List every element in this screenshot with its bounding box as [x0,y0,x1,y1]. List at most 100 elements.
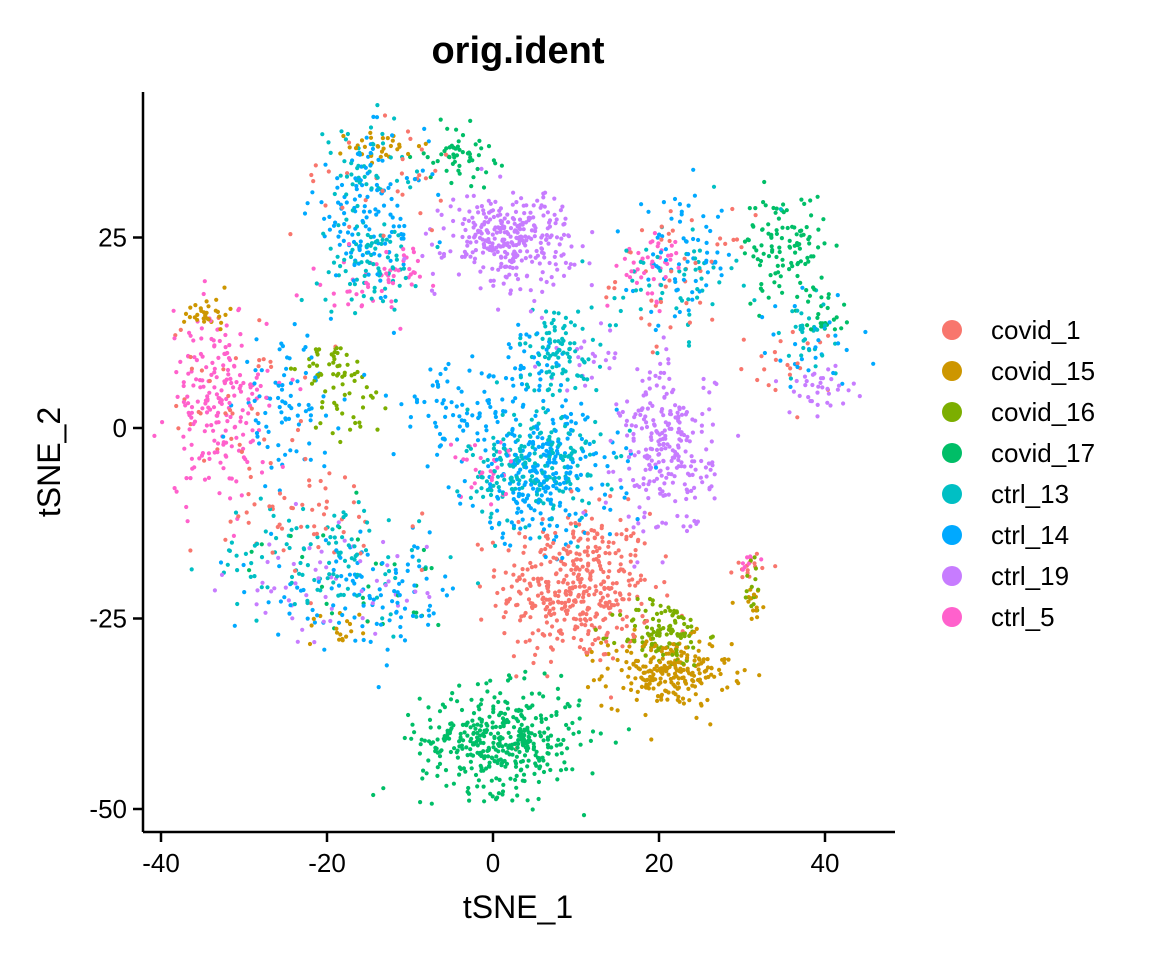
data-point-covid_15 [222,285,227,290]
data-point-covid_1 [594,557,599,562]
data-point-ctrl_14 [370,146,375,151]
data-point-covid_17 [769,244,774,249]
data-point-covid_1 [772,350,778,355]
data-point-ctrl_13 [501,446,506,451]
data-point-ctrl_19 [517,217,523,222]
data-point-covid_1 [640,614,645,619]
data-point-ctrl_19 [699,429,704,434]
data-point-covid_17 [742,251,748,256]
data-point-ctrl_14 [431,611,436,616]
data-point-covid_1 [602,586,607,592]
data-point-ctrl_13 [598,342,603,347]
data-point-covid_17 [525,798,530,803]
data-point-covid_16 [330,431,335,436]
data-point-ctrl_13 [544,370,549,375]
data-point-covid_17 [751,224,756,229]
data-point-covid_15 [347,621,353,627]
data-point-ctrl_14 [457,414,462,419]
data-point-covid_15 [646,686,652,691]
data-point-ctrl_14 [589,486,594,491]
data-point-ctrl_14 [402,223,407,229]
data-point-covid_17 [549,713,554,719]
data-point-covid_17 [482,799,487,804]
data-point-ctrl_14 [383,393,388,398]
data-point-ctrl_19 [677,420,682,425]
data-point-covid_17 [777,249,782,255]
data-point-covid_16 [358,424,363,429]
data-point-ctrl_5 [347,289,352,294]
data-point-covid_1 [573,599,578,605]
data-point-covid_1 [552,611,557,616]
data-point-ctrl_14 [365,194,370,199]
data-point-covid_1 [527,638,532,643]
data-point-ctrl_13 [566,431,571,436]
data-point-covid_1 [624,537,629,542]
data-point-covid_1 [502,631,507,636]
data-point-ctrl_5 [224,323,229,328]
data-point-covid_17 [486,754,491,759]
data-point-covid_15 [709,666,714,671]
data-point-ctrl_14 [840,381,845,386]
data-point-ctrl_14 [361,209,367,214]
data-point-ctrl_5 [605,303,610,308]
data-point-covid_17 [799,233,804,238]
data-point-ctrl_13 [693,256,698,261]
data-point-ctrl_19 [531,203,536,208]
data-point-covid_1 [663,554,668,559]
data-point-ctrl_13 [613,323,619,328]
data-point-covid_1 [561,580,566,585]
data-point-ctrl_13 [659,283,664,288]
data-point-ctrl_13 [655,351,660,356]
data-point-ctrl_14 [347,572,352,577]
data-point-ctrl_19 [383,583,388,588]
data-point-ctrl_5 [212,343,217,348]
data-point-ctrl_19 [467,235,472,240]
data-point-ctrl_14 [538,511,543,516]
data-point-ctrl_14 [400,579,405,584]
data-point-ctrl_19 [637,505,642,510]
data-point-covid_1 [607,551,612,556]
data-point-ctrl_14 [541,442,546,447]
y-tick-label: -25 [89,604,127,634]
data-point-ctrl_19 [687,439,692,444]
data-point-ctrl_14 [470,413,475,418]
data-point-covid_15 [648,660,653,665]
data-point-covid_17 [408,154,413,160]
data-point-ctrl_5 [624,272,629,278]
data-point-ctrl_14 [799,357,805,362]
data-point-ctrl_14 [412,394,417,399]
data-point-covid_1 [351,500,356,505]
data-point-ctrl_19 [492,227,497,232]
data-point-covid_1 [616,568,622,574]
data-point-ctrl_14 [646,277,651,282]
data-point-covid_1 [528,615,533,620]
data-point-covid_1 [626,497,631,502]
data-point-ctrl_14 [591,452,596,457]
data-point-ctrl_19 [563,216,568,221]
data-point-covid_1 [239,449,244,454]
data-point-covid_17 [319,584,325,589]
data-point-ctrl_14 [343,606,348,611]
data-point-ctrl_19 [395,554,400,559]
data-point-covid_17 [570,767,575,772]
data-point-ctrl_19 [427,594,432,600]
data-point-ctrl_5 [209,336,214,342]
data-point-ctrl_19 [551,282,556,287]
data-point-covid_17 [460,722,465,728]
data-point-covid_1 [503,610,508,615]
data-point-covid_1 [535,576,541,581]
data-point-ctrl_5 [214,413,219,418]
data-point-covid_1 [601,569,606,575]
data-point-ctrl_19 [675,410,680,415]
data-point-ctrl_19 [649,458,654,463]
data-point-ctrl_13 [393,575,398,581]
data-point-ctrl_5 [250,438,255,443]
data-point-ctrl_14 [602,492,608,497]
data-point-ctrl_5 [194,377,199,382]
data-point-ctrl_14 [715,250,720,255]
data-point-ctrl_13 [557,488,562,493]
data-point-ctrl_13 [344,192,349,197]
data-point-ctrl_5 [472,443,478,448]
data-point-covid_15 [657,660,663,665]
data-point-ctrl_14 [440,587,445,593]
